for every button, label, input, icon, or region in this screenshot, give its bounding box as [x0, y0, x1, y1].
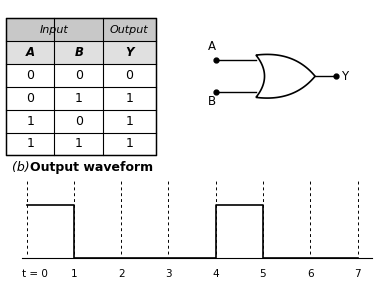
Text: Y: Y	[125, 46, 133, 59]
Text: 1: 1	[125, 92, 133, 105]
Text: 1: 1	[70, 268, 77, 278]
Text: Output: Output	[110, 24, 149, 35]
Text: 7: 7	[354, 268, 361, 278]
Text: 0: 0	[125, 69, 133, 82]
Text: 0: 0	[26, 92, 34, 105]
Bar	[6, 18, 156, 156]
Text: B: B	[74, 46, 83, 59]
Text: 4: 4	[212, 268, 219, 278]
Text: 1: 1	[75, 92, 83, 105]
Text: A: A	[26, 46, 35, 59]
Bar	[103, 18, 156, 41]
Text: 1: 1	[26, 137, 34, 150]
Text: 1: 1	[125, 115, 133, 128]
Bar	[6, 41, 156, 64]
Text: 1: 1	[26, 115, 34, 128]
Text: Input: Input	[40, 24, 69, 35]
Text: 1: 1	[125, 137, 133, 150]
Text: 0: 0	[26, 69, 34, 82]
Text: 1: 1	[75, 137, 83, 150]
Text: A: A	[208, 40, 216, 53]
Text: 2: 2	[118, 268, 124, 278]
Text: (b): (b)	[12, 160, 33, 174]
Text: 0: 0	[75, 69, 83, 82]
Text: Y: Y	[341, 70, 348, 83]
Text: B: B	[208, 95, 216, 108]
Text: 5: 5	[260, 268, 266, 278]
Bar	[6, 18, 103, 41]
Text: 0: 0	[75, 115, 83, 128]
Text: 6: 6	[307, 268, 314, 278]
Text: t = 0: t = 0	[22, 268, 48, 278]
Text: 3: 3	[165, 268, 172, 278]
Text: Output waveform: Output waveform	[30, 160, 154, 174]
Polygon shape	[256, 54, 315, 98]
